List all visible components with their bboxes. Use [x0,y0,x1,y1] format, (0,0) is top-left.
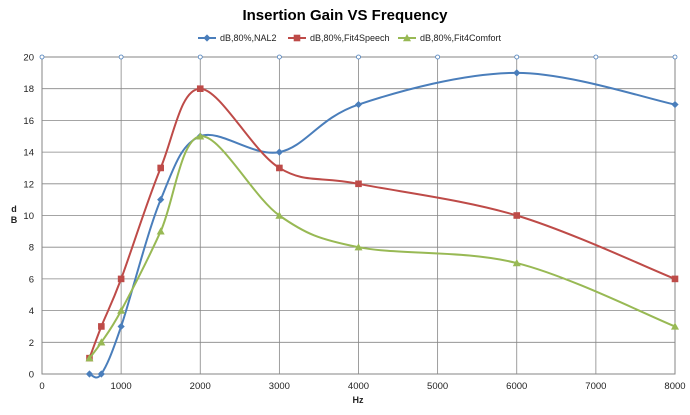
data-point [513,212,521,219]
legend-label: dB,80%,NAL2 [220,33,277,43]
series-line [89,71,676,379]
data-point [196,132,205,140]
data-point [98,323,105,330]
data-point [85,354,94,362]
data-point [513,69,521,77]
x-tick-label: 3000 [269,381,290,392]
data-point [117,322,125,331]
data-point [275,211,284,219]
data-point [275,148,283,156]
grid-cap [593,54,599,60]
data-point [156,227,165,235]
x-tick-label: 7000 [585,381,606,392]
y-tick-label: 4 [29,306,34,317]
x-tick-label: 4000 [348,381,369,392]
legend-label: dB,80%,Fit4Comfort [420,33,502,43]
data-point [196,85,204,92]
x-tick-label: 6000 [506,381,527,392]
series-2 [86,85,679,362]
y-tick-label: 12 [23,179,34,190]
data-point [117,275,125,283]
tick-labels: 0 2 4 6 8 10 12 14 16 18 20 0 1000 2000 3000 4000 5000 60… [23,53,685,393]
y-tick-label: 20 [23,53,34,64]
data-point [97,370,105,378]
data-point [157,196,165,204]
y-tick-label: 18 [23,84,34,95]
series-1 [85,69,679,379]
x-tick-label: 8000 [664,381,685,392]
x-tick-label: 1000 [111,381,132,392]
data-point [671,275,679,283]
grid-cap [356,54,361,60]
series-layer [85,69,679,379]
grid-cap [514,54,520,60]
y-tick-label: 16 [23,116,34,127]
grid-cap [672,54,678,60]
y-tick-label: 6 [29,274,34,285]
x-tick-label: 2000 [190,381,211,392]
data-point [671,322,679,330]
legend-label: dB,80%,Fit4Speech [310,33,390,43]
data-point [512,259,521,267]
data-point [276,164,283,172]
x-axis-label: Hz [353,395,364,405]
legend-item: dB,80%,NAL2 [198,33,277,43]
y-tick-label: 0 [29,370,34,381]
grid-cap [435,54,441,60]
data-point [117,306,126,314]
data-point [354,243,363,251]
series-3 [85,132,679,362]
grid-cap [276,54,282,60]
legend-marker [403,34,411,42]
legend-marker [293,34,301,42]
data-point [671,100,679,109]
data-point [355,180,362,188]
y-tick-label: 14 [23,148,34,159]
series-line [88,87,676,359]
data-point [354,100,363,109]
grid-cap [118,54,124,60]
grid-cap [197,54,203,60]
legend-marker [203,34,211,42]
chart-title: Insertion Gain VS Frequency [242,7,448,24]
y-tick-label: 10 [23,211,34,222]
data-point [97,338,106,346]
legend-item: dB,80%,Fit4Speech [288,33,390,43]
legend: dB,80%,NAL2 dB,80%,Fit4Speech dB,80%,Fit4C… [198,33,502,43]
grid-cap [39,54,45,60]
gridlines [39,54,678,374]
legend-item: dB,80%,Fit4Comfort [398,33,502,43]
data-point [157,164,164,172]
x-tick-label: 0 [39,381,44,392]
y-tick-label: 2 [29,338,34,349]
x-tick-label: 5000 [427,381,448,392]
data-point [85,370,94,378]
y-tick-label: 8 [29,243,34,254]
